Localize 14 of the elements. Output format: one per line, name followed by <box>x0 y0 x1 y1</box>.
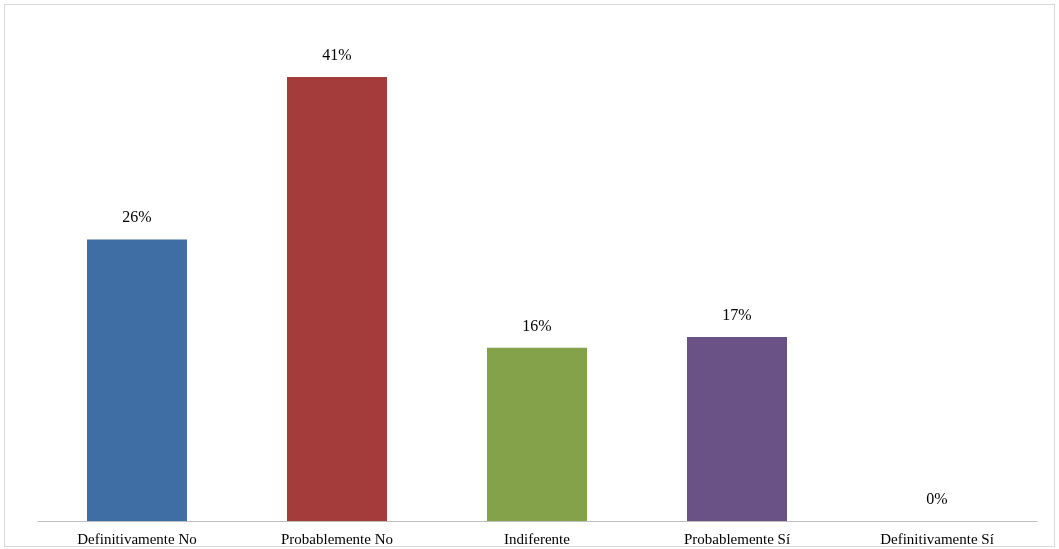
x-tick-label: Probablemente Sí <box>683 530 791 547</box>
x-tick-label: Indiferente <box>504 530 571 547</box>
x-tick-label: Definitivamente Sí <box>880 530 994 547</box>
bar <box>287 77 387 521</box>
data-label: 16% <box>522 316 552 334</box>
data-label: 17% <box>722 305 752 323</box>
data-label: 0% <box>926 490 948 507</box>
bar <box>487 347 587 521</box>
data-label: 41% <box>322 46 352 63</box>
bar <box>687 336 787 521</box>
x-tick-label: Definitivamente No <box>77 530 197 547</box>
x-tick-label: Probablemente No <box>280 530 394 547</box>
bar <box>87 239 187 521</box>
data-label: 26% <box>122 208 152 226</box>
